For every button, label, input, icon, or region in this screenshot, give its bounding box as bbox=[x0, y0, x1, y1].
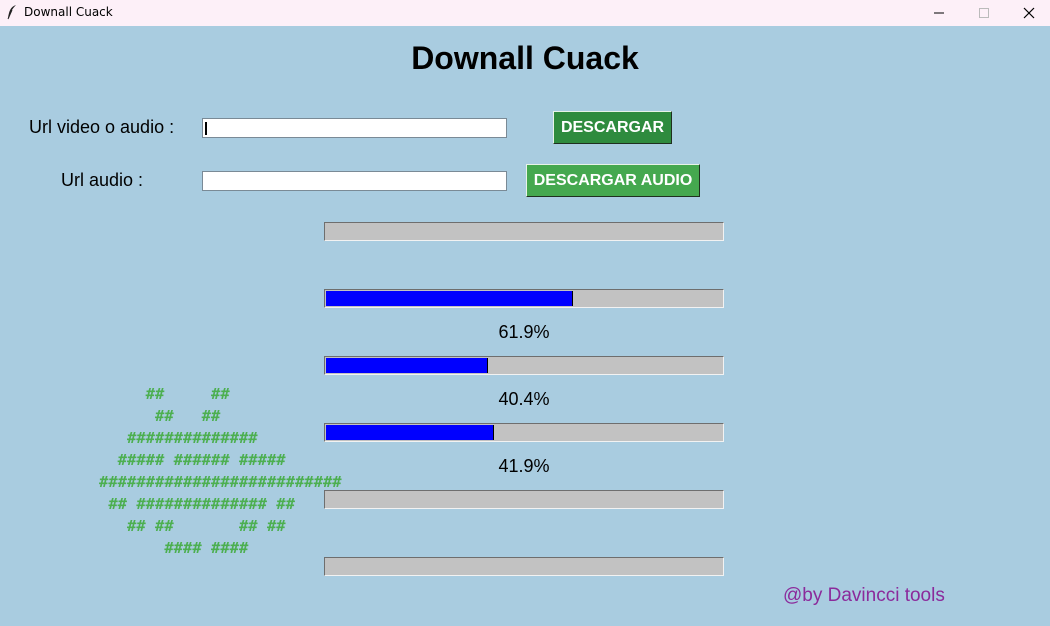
page-title: Downall Cuack bbox=[411, 40, 639, 76]
window-title: Downall Cuack bbox=[24, 5, 113, 19]
download-button[interactable]: DESCARGAR bbox=[553, 111, 672, 144]
window-titlebar: Downall Cuack bbox=[0, 0, 1050, 26]
feather-icon bbox=[7, 5, 16, 20]
maximize-button[interactable] bbox=[961, 0, 1007, 26]
progress-fill bbox=[326, 291, 574, 306]
progress-percent-2: 61.9% bbox=[498, 322, 550, 342]
progress-fill bbox=[326, 358, 488, 373]
progress-percent-4: 41.9% bbox=[498, 456, 550, 476]
audio-url-input[interactable] bbox=[202, 171, 507, 191]
progress-bar-2 bbox=[324, 289, 724, 308]
progress-bar-4 bbox=[324, 423, 724, 442]
progress-percent-3: 40.4% bbox=[498, 389, 550, 409]
url-label: Url video o audio : bbox=[29, 117, 175, 137]
duck-ascii-art: ## ## ## ## ############## ##### ###### … bbox=[99, 385, 342, 557]
close-button[interactable] bbox=[1006, 0, 1050, 26]
progress-bar-6 bbox=[324, 557, 724, 576]
text-caret bbox=[205, 122, 207, 135]
download-audio-button[interactable]: DESCARGAR AUDIO bbox=[526, 164, 700, 197]
progress-bar-3 bbox=[324, 356, 724, 375]
credit-text: @by Davincci tools bbox=[783, 585, 945, 606]
url-input[interactable] bbox=[202, 118, 507, 138]
progress-bar-5 bbox=[324, 490, 724, 509]
maximize-icon bbox=[979, 8, 989, 18]
progress-fill bbox=[326, 425, 494, 440]
audio-url-label: Url audio : bbox=[61, 170, 144, 190]
minimize-icon bbox=[934, 12, 944, 14]
progress-bar-1 bbox=[324, 222, 724, 241]
minimize-button[interactable] bbox=[916, 0, 962, 26]
close-icon bbox=[1023, 7, 1035, 19]
